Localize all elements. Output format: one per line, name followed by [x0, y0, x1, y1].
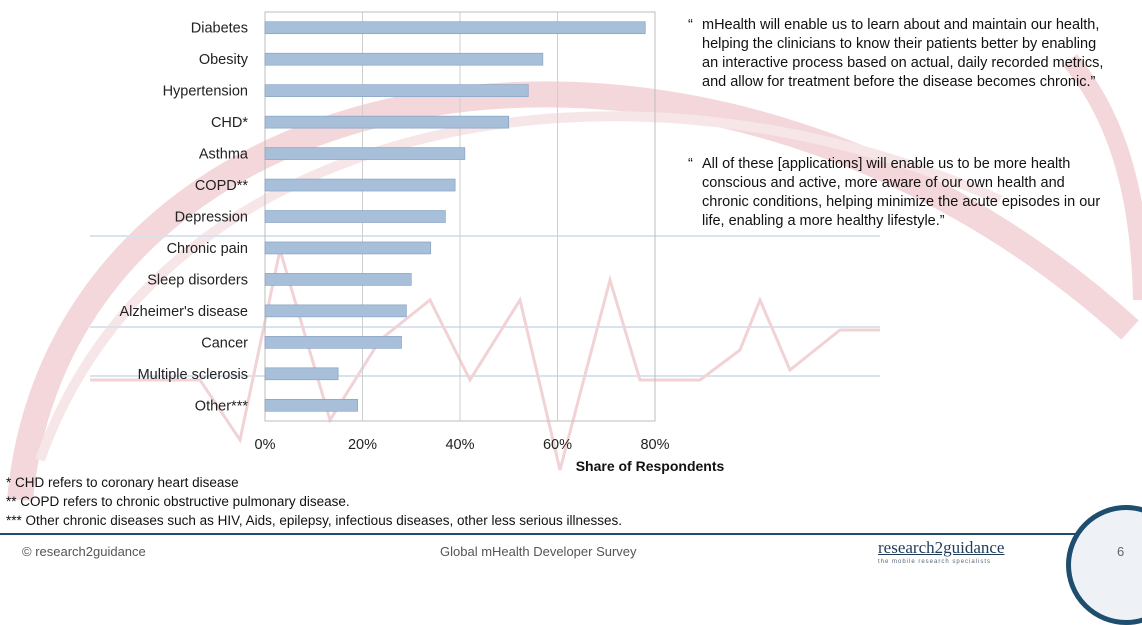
quote-2: “ All of these [applications] will enabl…: [688, 155, 1110, 231]
quote-text: All of these [applications] will enable …: [702, 156, 1101, 229]
x-tick-label: 80%: [640, 437, 669, 453]
bar: [264, 21, 646, 35]
footer-survey-title: Global mHealth Developer Survey: [440, 544, 637, 559]
x-axis-label: Share of Respondents: [576, 458, 725, 474]
footnote-copd: ** COPD refers to chronic obstructive pu…: [6, 494, 350, 509]
footer-copyright: © research2guidance: [22, 544, 146, 559]
x-tick-labels: 0% 20% 40% 60% 80%: [255, 437, 670, 453]
bar: [264, 273, 412, 286]
category-label: Diabetes: [191, 21, 248, 37]
bar: [264, 304, 407, 318]
category-label: Obesity: [199, 52, 249, 68]
x-tick-label: 60%: [543, 437, 572, 453]
page-number: 6: [1117, 544, 1125, 559]
brand-logo: research2guidance: [878, 538, 1005, 557]
category-label: Other***: [195, 398, 249, 414]
x-tick-label: 0%: [255, 437, 276, 453]
footnotes: * CHD refers to coronary heart disease *…: [6, 473, 622, 530]
brand-tagline: the mobile research specialists: [878, 559, 992, 565]
bar: [264, 241, 432, 255]
x-tick-label: 40%: [445, 437, 474, 453]
bar: [264, 367, 339, 381]
quote-text: mHealth will enable us to learn about an…: [702, 17, 1104, 90]
category-label: Hypertension: [163, 84, 248, 100]
category-label: Asthma: [199, 147, 249, 163]
footer-divider: [0, 533, 1085, 535]
category-label: Sleep disorders: [147, 272, 248, 288]
category-label: CHD*: [211, 115, 248, 131]
category-label: COPD**: [195, 178, 249, 194]
category-label: Chronic pain: [167, 241, 248, 257]
bar: [264, 84, 529, 97]
x-tick-label: 20%: [348, 437, 377, 453]
chart-bars: [264, 21, 646, 412]
quote-1: “ mHealth will enable us to learn about …: [688, 16, 1110, 92]
bar: [264, 398, 358, 412]
bar: [264, 115, 510, 129]
bar: [264, 178, 456, 192]
bar-chart: Diabetes Obesity Hypertension CHD* Asthma COP…: [120, 11, 725, 474]
category-label: Multiple sclerosis: [138, 367, 248, 383]
category-label: Cancer: [201, 335, 248, 351]
bar: [264, 210, 446, 223]
bar: [264, 147, 466, 160]
quote-mark: “: [688, 156, 693, 172]
bar: [264, 336, 402, 349]
category-label: Depression: [175, 210, 248, 226]
footnote-chd: * CHD refers to coronary heart disease: [6, 475, 239, 490]
category-label: Alzheimer's disease: [120, 304, 249, 320]
bar: [264, 52, 544, 66]
footnote-other: *** Other chronic diseases such as HIV, …: [6, 513, 623, 528]
category-labels: Diabetes Obesity Hypertension CHD* Asthma COP…: [120, 21, 249, 415]
quote-mark: “: [688, 17, 693, 33]
